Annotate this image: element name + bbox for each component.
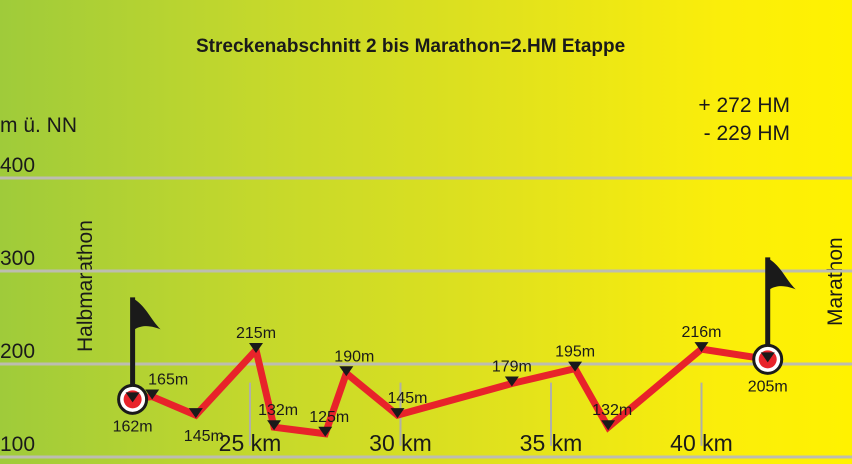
data-label: 190m — [334, 348, 374, 365]
point-marker-icon — [267, 420, 282, 431]
data-label: 145m — [387, 390, 427, 407]
data-label: 132m — [258, 402, 298, 419]
data-label: 195m — [555, 344, 595, 361]
data-label: 162m — [113, 418, 153, 435]
point-marker-icon — [694, 342, 709, 353]
y-tick-label: 200 — [0, 340, 35, 363]
point-marker-icon — [188, 408, 203, 419]
point-marker-icon — [125, 392, 140, 403]
point-marker-icon — [249, 343, 264, 354]
y-axis-label: m ü. NN — [0, 114, 78, 137]
data-label: 216m — [681, 324, 721, 341]
elevation-line — [132, 342, 769, 438]
data-label: 179m — [492, 359, 532, 376]
x-tick-label: 30 km — [369, 430, 432, 456]
data-label: 165m — [148, 372, 188, 389]
data-label: 125m — [309, 409, 349, 426]
point-marker-icon — [568, 361, 583, 372]
y-tick-label: 100 — [0, 433, 35, 456]
flag-icon — [134, 299, 161, 330]
y-tick-label: 300 — [0, 247, 35, 270]
data-label: 215m — [236, 325, 276, 342]
point-marker-icon — [145, 389, 160, 400]
x-tick-label: 40 km — [670, 430, 733, 456]
point-marker-icon — [339, 366, 354, 377]
y-tick-label: 400 — [0, 154, 35, 177]
data-label: 132m — [592, 402, 632, 419]
chart-title: Streckenabschnitt 2 bis Marathon=2.HM Et… — [196, 36, 626, 57]
flag-icon — [769, 259, 796, 290]
descent-label: - 229 HM — [703, 122, 790, 145]
point-marker-icon — [390, 408, 405, 419]
point-marker-icon — [601, 420, 616, 431]
point-marker-icon — [760, 352, 775, 363]
point-marker-icon — [318, 426, 333, 437]
point-marker-icon — [504, 376, 519, 387]
data-label: 145m — [184, 428, 224, 445]
x-tick-label: 35 km — [520, 430, 583, 456]
ascent-label: + 272 HM — [698, 94, 790, 117]
data-label: 205m — [748, 378, 788, 395]
x-tick-label: 25 km — [219, 430, 282, 456]
